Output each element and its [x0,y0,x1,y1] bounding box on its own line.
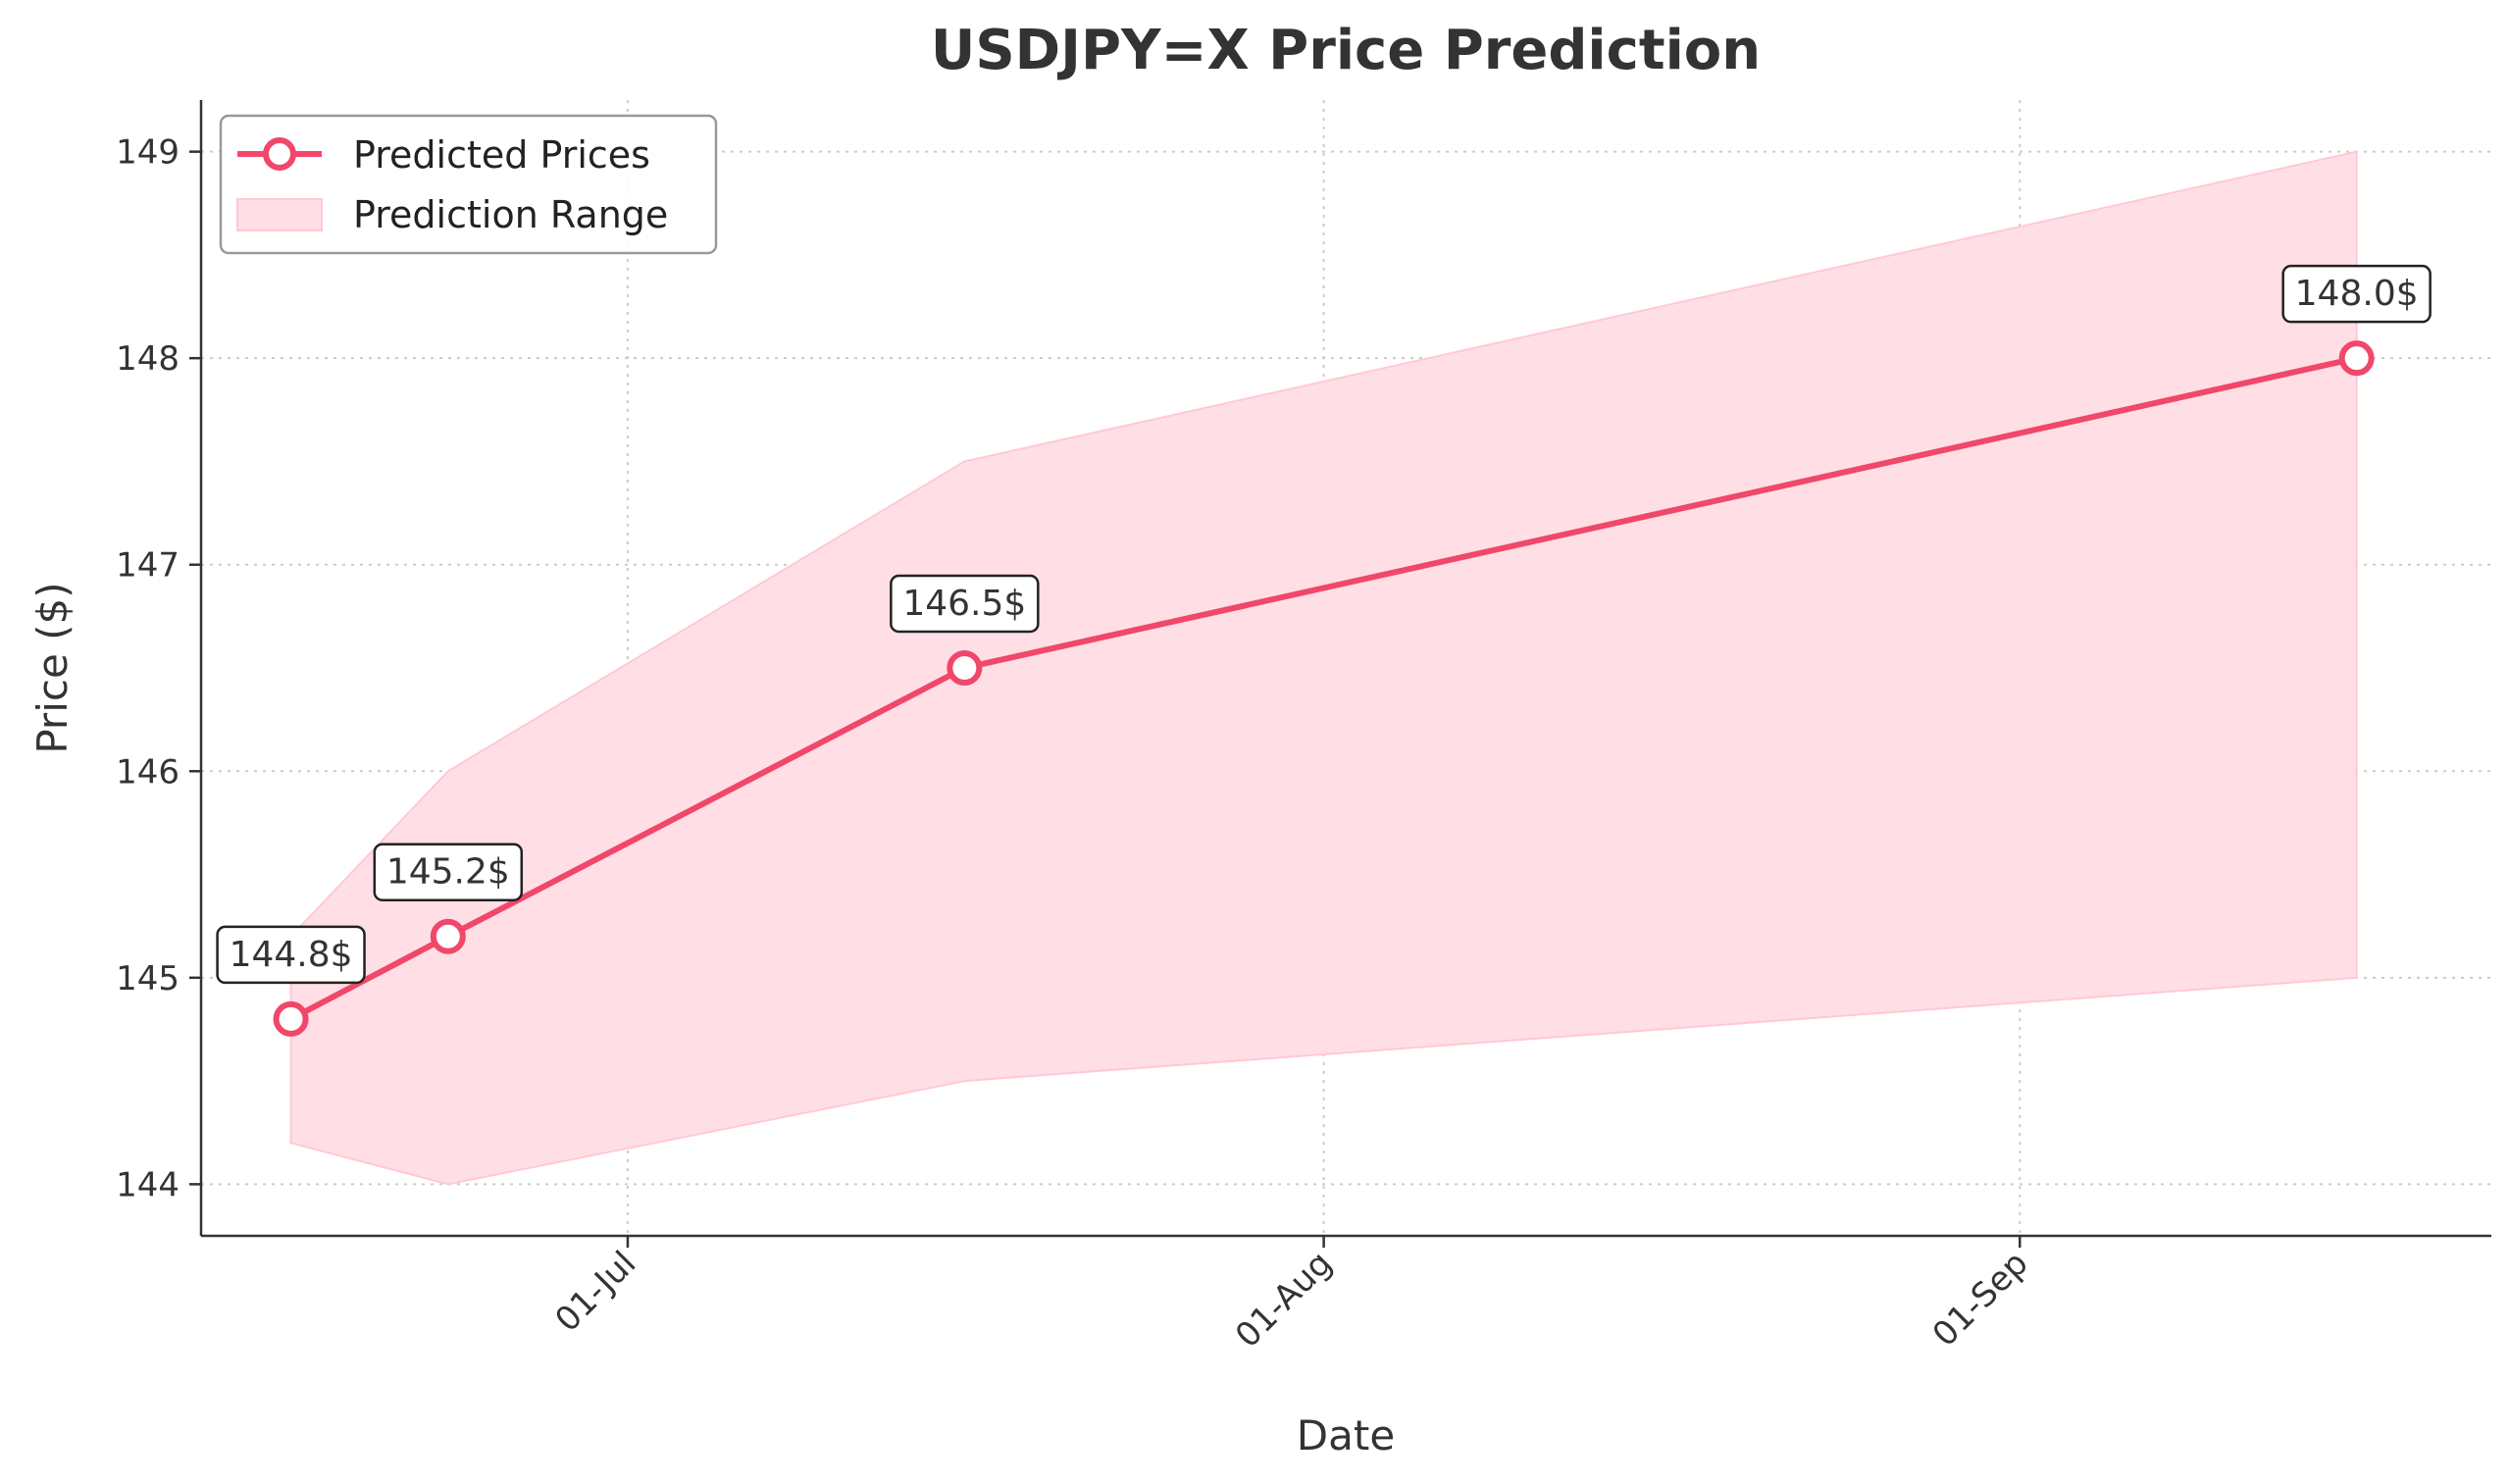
legend: Predicted Prices Prediction Range [219,114,718,255]
legend-box [219,114,718,255]
legend-label-range: Prediction Range [353,193,668,236]
data-point [430,918,466,954]
data-label-box [373,843,524,901]
chart-title: USDJPY=X Price Prediction [931,19,1761,82]
data-label: 145.2$ [386,852,510,893]
y-tick-label: 145 [116,959,179,998]
legend-marker-swatch [263,137,296,171]
y-tick-label: 144 [116,1165,179,1204]
data-label-group: 148.0$ [2281,264,2432,324]
data-label: 144.8$ [230,935,353,975]
data-label-group: 145.2$ [373,843,524,901]
x-tick-label: 01-Jul [547,1244,643,1340]
y-tick-label: 149 [116,133,179,173]
data-label-group: 146.5$ [890,574,1040,634]
x-axis-label: Date [1297,1411,1395,1459]
prediction-range-area [289,150,2358,1186]
y-axis-ticks: 144 145 146 147 148 149 [116,133,201,1204]
data-points [273,340,2375,1037]
data-label: 146.5$ [902,584,1026,624]
data-point [2338,340,2375,377]
y-tick-label: 147 [116,546,179,586]
data-point [947,650,983,686]
data-labels: 144.8$ 145.2$ 146.5$ 148.0$ [216,264,2432,985]
x-tick-label: 01-Aug [1228,1244,1340,1356]
x-tick-label: 01-Sep [1925,1244,2036,1355]
data-label: 148.0$ [2295,274,2419,314]
y-tick-label: 146 [116,752,179,792]
data-label-box [890,574,1040,634]
y-tick-label: 148 [116,339,179,379]
data-label-box [2281,264,2432,324]
legend-range-swatch [236,198,323,231]
data-point [273,1000,309,1037]
x-axis-ticks: 01-Jul 01-Aug 01-Sep [547,1236,2036,1356]
data-label-box [216,925,366,985]
y-axis-label: Price ($) [28,582,77,753]
predicted-prices-line [289,355,2358,1022]
data-label-group: 144.8$ [216,925,366,985]
legend-label-predicted: Predicted Prices [353,133,650,177]
